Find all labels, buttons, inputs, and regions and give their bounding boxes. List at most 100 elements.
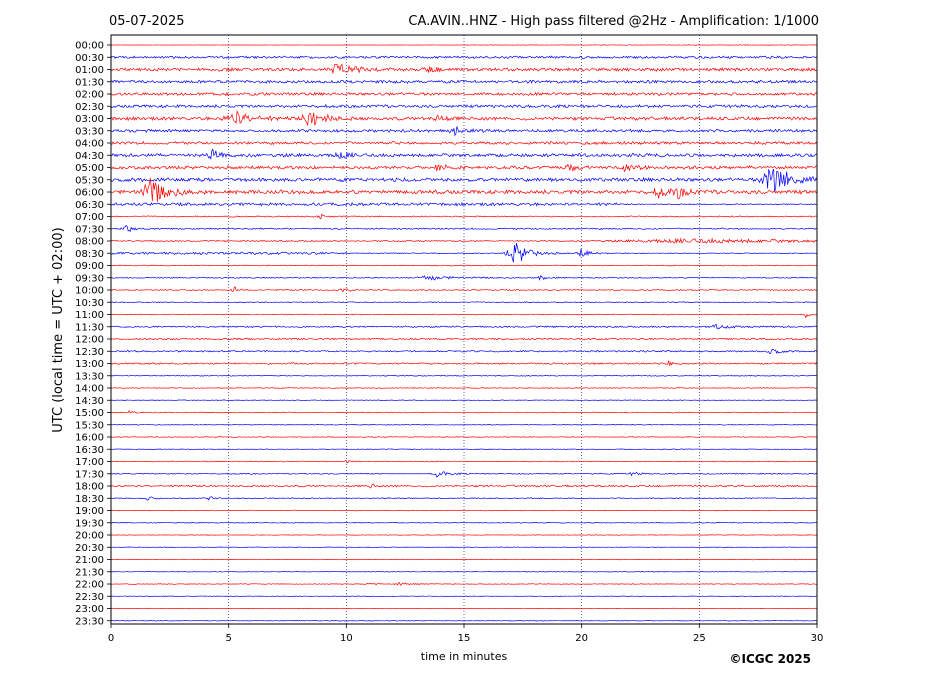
trace-2200 (110, 582, 818, 586)
trace-0200 (110, 91, 818, 97)
trace-1900 (110, 509, 818, 512)
y-tick-label: 07:30 (75, 224, 104, 235)
y-tick-label: 01:00 (75, 65, 104, 76)
y-tick-label: 04:30 (75, 151, 104, 162)
trace-1930 (110, 521, 818, 524)
trace-0730 (110, 224, 818, 233)
y-tick-label: 07:00 (75, 212, 104, 223)
trace-1630 (110, 448, 818, 450)
vertical-gridlines (228, 35, 700, 624)
trace-1330 (110, 374, 818, 377)
y-tick-label: 20:30 (75, 543, 104, 554)
trace-2130 (110, 571, 818, 573)
trace-2030 (110, 546, 818, 548)
trace-2000 (110, 534, 818, 536)
y-tick-label: 03:00 (75, 114, 104, 125)
trace-1200 (110, 337, 818, 341)
trace-0430 (110, 148, 818, 160)
trace-1230 (110, 348, 818, 354)
trace-0400 (110, 140, 818, 146)
y-tick-label: 06:00 (75, 188, 104, 199)
y-tick-label: 20:00 (75, 531, 104, 542)
y-tick-label: 03:30 (75, 126, 104, 137)
y-tick-label: 08:30 (75, 249, 104, 260)
y-tick-label: 21:30 (75, 567, 104, 578)
trace-1000 (110, 286, 818, 293)
seismogram-traces (110, 44, 818, 622)
x-tick-label: 30 (811, 633, 824, 644)
plot-frame (110, 34, 818, 625)
trace-0930 (110, 274, 818, 281)
trace-0530 (110, 168, 818, 193)
y-tick-label: 14:30 (75, 396, 104, 407)
y-tick-label: 02:30 (75, 102, 104, 113)
trace-0000 (110, 44, 818, 46)
trace-2300 (110, 607, 818, 610)
y-tick-label: 14:00 (75, 384, 104, 395)
trace-1100 (110, 313, 818, 319)
y-tick-label: 12:30 (75, 347, 104, 358)
trace-1500 (110, 409, 818, 414)
y-tick-label: 16:00 (75, 433, 104, 444)
trace-1130 (110, 323, 818, 330)
y-tick-label: 13:30 (75, 371, 104, 382)
y-tick-label: 12:00 (75, 335, 104, 346)
y-tick-label: 11:00 (75, 310, 104, 321)
y-tick-label: 19:30 (75, 518, 104, 529)
y-tick-label: 21:00 (75, 555, 104, 566)
trace-1600 (110, 436, 818, 438)
y-tick-label: 11:30 (75, 322, 104, 333)
y-tick-label: 23:00 (75, 604, 104, 615)
trace-0100 (110, 63, 818, 74)
trace-2100 (110, 558, 818, 561)
trace-0630 (110, 201, 818, 207)
trace-0800 (110, 237, 818, 244)
trace-2330 (110, 620, 818, 622)
y-tick-label: 08:00 (75, 237, 104, 248)
y-tick-label: 18:00 (75, 482, 104, 493)
copyright-text: ©ICGC 2025 (729, 652, 811, 666)
y-tick-label: 05:30 (75, 175, 104, 186)
x-axis-label: time in minutes (421, 650, 508, 663)
y-tick-label: 22:30 (75, 592, 104, 603)
trace-1030 (110, 301, 818, 304)
x-tick-labels: 0 5 10 15 20 25 30 (108, 624, 824, 644)
y-tick-label: 15:00 (75, 408, 104, 419)
trace-0230 (110, 103, 818, 109)
trace-1730 (110, 471, 818, 478)
y-tick-label: 13:00 (75, 359, 104, 370)
y-tick-label: 10:30 (75, 298, 104, 309)
trace-0900 (110, 264, 818, 267)
trace-1530 (110, 423, 818, 426)
trace-1430 (110, 399, 818, 402)
x-tick-label: 0 (108, 633, 114, 644)
y-tick-label: 00:30 (75, 53, 104, 64)
y-tick-label: 16:30 (75, 445, 104, 456)
trace-0830 (110, 242, 818, 263)
y-tick-label: 02:00 (75, 90, 104, 101)
y-tick-label: 04:00 (75, 139, 104, 150)
trace-0600 (110, 177, 818, 202)
chart-date: 05-07-2025 (109, 14, 185, 29)
trace-0500 (110, 163, 818, 173)
trace-1830 (110, 496, 818, 501)
x-tick-label: 25 (693, 633, 706, 644)
y-tick-label: 15:30 (75, 420, 104, 431)
x-tick-label: 5 (225, 633, 231, 644)
y-tick-label: 17:30 (75, 469, 104, 480)
trace-0700 (110, 213, 818, 220)
y-tick-label: 01:30 (75, 77, 104, 88)
y-axis-label: UTC (local time = UTC + 02:00) (51, 227, 66, 432)
y-tick-label: 22:00 (75, 580, 104, 591)
y-tick-label: 18:30 (75, 494, 104, 505)
y-tick-label: 05:00 (75, 163, 104, 174)
y-tick-label: 00:00 (75, 41, 104, 52)
trace-1800 (110, 483, 818, 489)
trace-1300 (110, 360, 818, 366)
trace-2230 (110, 595, 818, 597)
x-tick-label: 20 (575, 633, 588, 644)
y-tick-label: 10:00 (75, 286, 104, 297)
trace-0330 (110, 126, 818, 137)
y-tick-label: 06:30 (75, 200, 104, 211)
